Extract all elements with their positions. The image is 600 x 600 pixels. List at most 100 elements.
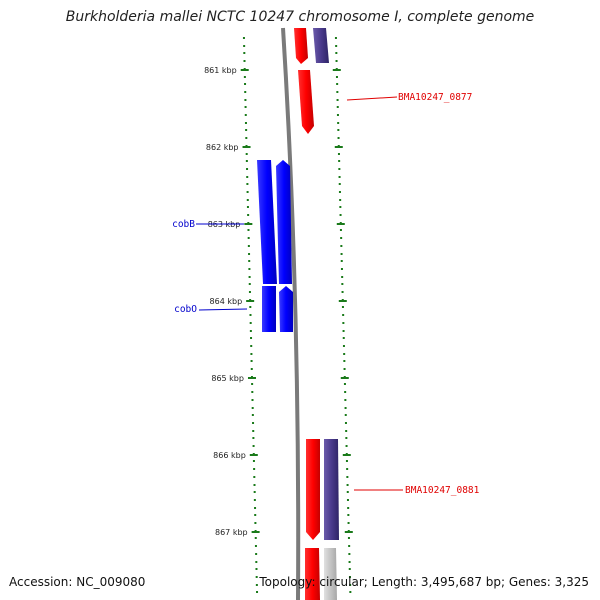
ruler-dot <box>251 407 254 409</box>
ruler-dot <box>346 468 349 470</box>
ruler-dot <box>246 199 249 201</box>
accession-text: Accession: NC_009080 <box>9 575 146 589</box>
ruler-dot <box>347 514 350 516</box>
ruler-dot <box>248 260 251 262</box>
ruler-dot <box>244 83 247 85</box>
ruler-dot <box>248 283 251 285</box>
ruler-dot <box>254 537 257 539</box>
ruler-dot <box>348 576 351 578</box>
leader-line-cobo <box>198 308 248 311</box>
ruler-dot <box>253 484 256 486</box>
ruler-dot <box>252 430 255 432</box>
cds-feature-bma0881 <box>306 439 320 540</box>
ruler-dot <box>339 199 342 201</box>
tick-label: 865 kbp <box>211 374 244 383</box>
ruler-dot <box>254 522 257 524</box>
major-tick-mark <box>332 69 341 71</box>
ruler-dot <box>344 414 347 416</box>
ruler-dot <box>250 360 253 362</box>
ruler-dot <box>335 52 338 54</box>
ruler-dot <box>246 183 249 185</box>
ruler-dot <box>337 137 340 139</box>
ruler-dot <box>247 237 250 239</box>
ruler-dot <box>339 229 342 231</box>
ruler-dot <box>342 314 345 316</box>
ruler-dot <box>344 391 347 393</box>
ruler-dot <box>250 368 253 370</box>
ruler-dot <box>342 330 345 332</box>
ruler-dot <box>340 268 343 270</box>
ruler-dot <box>245 129 248 131</box>
ruler-dot <box>250 353 253 355</box>
ruler-dot <box>252 437 255 439</box>
ruler-dot <box>250 345 253 347</box>
map-title: Burkholderia mallei NCTC 10247 chromosom… <box>65 9 535 25</box>
ruler-dot <box>349 584 352 586</box>
ruler-dot <box>248 253 251 255</box>
ruler-dot <box>254 507 257 509</box>
major-tick-mark <box>240 69 249 71</box>
ruler-dot <box>339 206 342 208</box>
ruler-dot <box>255 561 258 563</box>
ruler-dot <box>251 399 254 401</box>
major-tick-mark <box>244 223 253 225</box>
ruler-dot <box>252 445 255 447</box>
ruler-dot <box>343 383 346 385</box>
ruler-dot <box>255 576 258 578</box>
ruler-dot <box>339 214 342 216</box>
gene-label-cobb: cobB <box>172 219 195 230</box>
ruler-dot <box>255 568 258 570</box>
tick-label: 864 kbp <box>210 297 243 306</box>
cds-feature-top <box>294 28 308 64</box>
ruler-dot <box>335 76 338 78</box>
ruler-dot <box>348 553 351 555</box>
ruler-dot <box>255 553 258 555</box>
ruler-dot <box>348 561 351 563</box>
ruler-dot <box>253 499 256 501</box>
gene-feature-cobo-right <box>279 286 293 332</box>
major-tick-mark <box>340 377 349 379</box>
ruler-dot <box>344 407 347 409</box>
ruler-dot <box>347 522 350 524</box>
ruler-dot <box>348 568 351 570</box>
ruler-dot <box>250 337 253 339</box>
leader-line-bma0877 <box>346 96 398 101</box>
ruler-dot <box>251 383 254 385</box>
major-tick-mark <box>336 223 345 225</box>
ruler-dot <box>345 430 348 432</box>
ruler-dot <box>344 422 347 424</box>
ruler-dot <box>247 229 250 231</box>
ruler-dot <box>247 245 250 247</box>
tick-label: 861 kbp <box>204 66 237 75</box>
ruler-dot <box>245 153 248 155</box>
ruler-dot <box>345 437 348 439</box>
ruler-dot <box>341 306 344 308</box>
gene-feature-bottom-gray <box>324 548 337 600</box>
ruler-dot <box>249 322 252 324</box>
gene-feature-bma0881 <box>324 439 339 540</box>
ruler-dot <box>346 484 349 486</box>
ruler-dot <box>242 37 245 39</box>
major-tick-mark <box>344 531 353 533</box>
ruler-dot <box>252 422 255 424</box>
ruler-dot <box>247 214 250 216</box>
ruler-dot <box>336 83 339 85</box>
major-tick-mark <box>338 300 347 302</box>
ruler-dot <box>349 591 352 593</box>
ruler-dot <box>346 491 349 493</box>
ruler-dot <box>340 237 343 239</box>
major-tick-mark <box>246 300 255 302</box>
gene-label-bma0877: BMA10247_0877 <box>398 92 472 103</box>
ruler-dot <box>346 476 349 478</box>
ruler-dot <box>344 399 347 401</box>
ruler-dot <box>343 368 346 370</box>
ruler-dot <box>248 276 251 278</box>
ruler-dot <box>246 206 249 208</box>
major-tick-mark <box>242 146 251 148</box>
ruler-dot <box>253 491 256 493</box>
ruler-dot <box>255 584 258 586</box>
ruler-dot <box>342 345 345 347</box>
ruler-dot <box>244 99 247 101</box>
ruler-dot <box>341 283 344 285</box>
major-tick-mark <box>249 454 258 456</box>
